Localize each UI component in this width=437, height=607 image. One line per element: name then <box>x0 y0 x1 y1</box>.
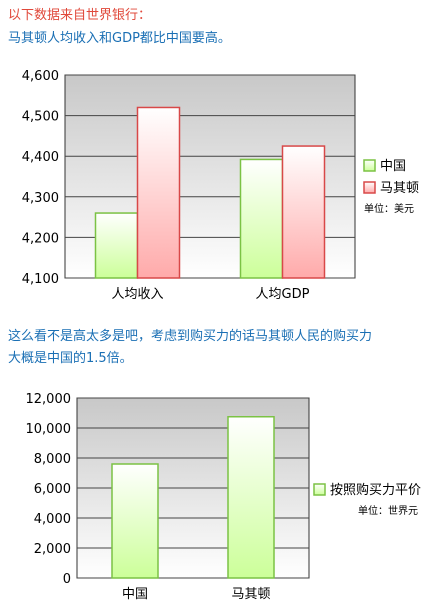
paragraph-line-2: 大概是中国的1.5倍。 <box>8 351 133 366</box>
y-tick-label: 10,000 <box>26 422 72 437</box>
x-tick-label: 中国 <box>122 587 148 602</box>
y-tick-label: 12,000 <box>26 392 72 407</box>
chart2-x-ticks: 中国 马其顿 <box>122 587 271 602</box>
chart2-y-ticks: 0 2,000 4,000 6,000 8,000 10,000 12,000 <box>26 392 72 587</box>
bar <box>227 416 275 579</box>
y-tick-label: 4,300 <box>22 191 59 206</box>
unit-note: 单位：世界元 <box>358 504 418 517</box>
y-tick-label: 6,000 <box>34 482 71 497</box>
y-tick-label: 4,100 <box>22 272 59 287</box>
y-tick-label: 0 <box>63 572 71 587</box>
legend-swatch <box>363 181 376 194</box>
x-tick-label: 马其顿 <box>231 587 270 602</box>
bar <box>94 212 139 279</box>
y-tick-label: 4,600 <box>22 69 59 84</box>
chart1-bars <box>94 106 326 279</box>
intro-text: 以下数据来自世界银行： <box>8 8 152 23</box>
legend-label: 马其顿 <box>380 181 419 196</box>
y-tick-label: 2,000 <box>34 542 71 557</box>
chart1-y-ticks: 4,100 4,200 4,300 4,400 4,500 4,600 <box>22 69 59 287</box>
bar <box>111 463 159 579</box>
unit-note: 单位：美元 <box>364 202 414 215</box>
y-tick-label: 4,400 <box>22 150 59 165</box>
x-tick-label: 人均GDP <box>256 287 310 302</box>
y-tick-label: 4,500 <box>22 110 59 125</box>
chart2-bars <box>111 416 275 579</box>
y-tick-label: 4,000 <box>34 512 71 527</box>
legend-swatch <box>313 483 326 496</box>
legend-label: 按照购买力平价 <box>330 482 421 498</box>
paragraph-line-1: 这么看不是高太多是吧，考虑到购买力的话马其顿人民的购买力 <box>8 329 373 344</box>
legend-swatch <box>363 159 376 172</box>
summary-text: 马其顿人均收入和GDP都比中国要高。 <box>8 31 231 46</box>
legend-label: 中国 <box>380 159 406 174</box>
y-tick-label: 4,200 <box>22 231 59 246</box>
bar <box>136 106 181 279</box>
bar <box>281 145 326 279</box>
x-tick-label: 人均收入 <box>111 287 163 302</box>
y-tick-label: 8,000 <box>34 452 71 467</box>
chart1-x-ticks: 人均收入 人均GDP <box>111 287 309 302</box>
chart-income-gdp: 4,100 4,200 4,300 4,400 4,500 4,600 人均收入 人均GDP… <box>22 69 419 302</box>
bar <box>239 158 284 279</box>
